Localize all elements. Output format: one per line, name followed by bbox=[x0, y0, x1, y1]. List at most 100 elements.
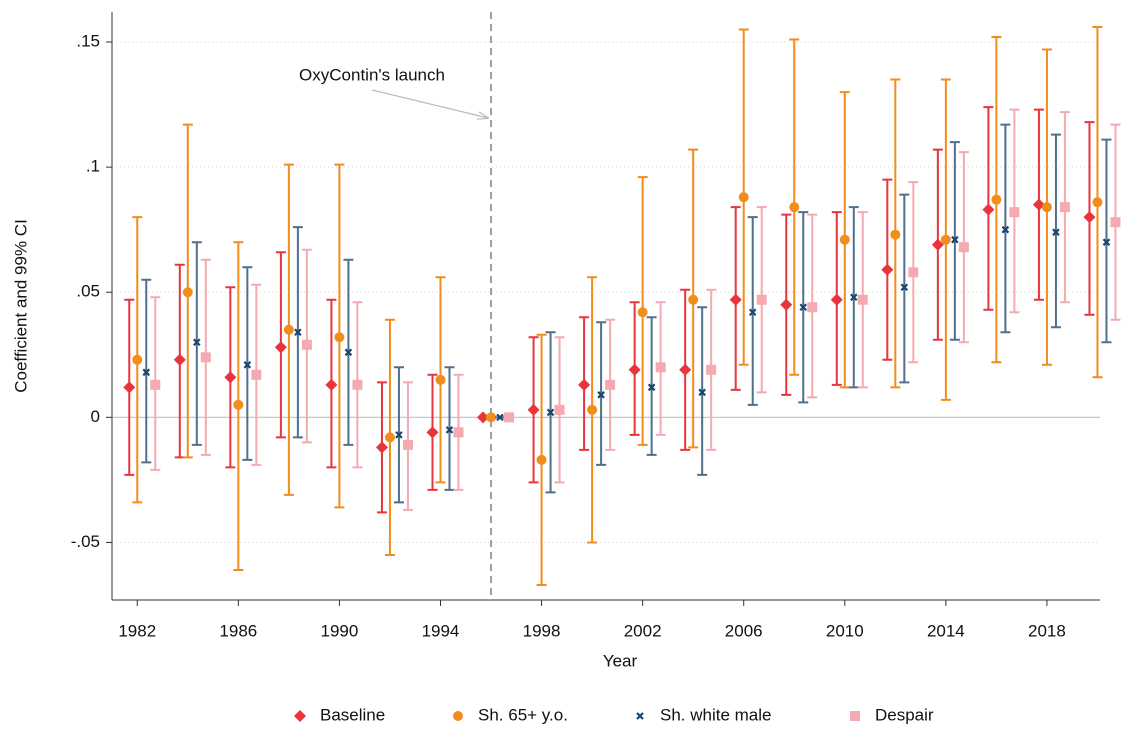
data-point bbox=[780, 298, 793, 311]
data-point bbox=[1092, 197, 1103, 208]
data-point bbox=[200, 352, 211, 363]
data-point bbox=[193, 338, 201, 347]
data-point bbox=[150, 379, 161, 390]
x-tick-label: 2002 bbox=[624, 621, 662, 640]
x-tick-label: 1986 bbox=[219, 621, 257, 640]
data-point bbox=[679, 363, 692, 376]
data-point bbox=[274, 341, 287, 354]
data-point bbox=[1110, 217, 1121, 228]
data-point bbox=[1041, 202, 1052, 213]
data-point bbox=[123, 381, 136, 394]
data-point bbox=[283, 324, 294, 335]
y-tick-label: 0 bbox=[91, 407, 100, 426]
data-point bbox=[426, 426, 439, 439]
data-point bbox=[850, 293, 858, 302]
data-point bbox=[807, 302, 818, 313]
x-tick-label: 1990 bbox=[321, 621, 359, 640]
data-point bbox=[958, 242, 969, 253]
data-point bbox=[706, 364, 717, 375]
data-point bbox=[839, 234, 850, 245]
data-point bbox=[655, 362, 666, 373]
x-tick-label: 2014 bbox=[927, 621, 965, 640]
x-tick-label: 1982 bbox=[118, 621, 156, 640]
y-tick-label: -.05 bbox=[71, 532, 100, 551]
data-point bbox=[698, 388, 706, 397]
legend-marker bbox=[850, 711, 860, 721]
data-point bbox=[536, 454, 547, 465]
legend-marker bbox=[294, 710, 306, 722]
x-tick-label: 1998 bbox=[523, 621, 561, 640]
legend-marker bbox=[636, 712, 644, 720]
data-point bbox=[1052, 228, 1060, 236]
data-point bbox=[940, 234, 951, 245]
data-point bbox=[789, 202, 800, 213]
data-point bbox=[527, 403, 540, 416]
annotation: OxyContin's launch bbox=[299, 65, 445, 84]
data-point bbox=[799, 303, 808, 312]
data-point bbox=[486, 412, 497, 423]
legend-label: Despair bbox=[875, 705, 934, 724]
data-point bbox=[1009, 207, 1020, 218]
data-point bbox=[1059, 202, 1070, 213]
data-point bbox=[881, 263, 894, 276]
data-point bbox=[301, 339, 312, 350]
data-point bbox=[375, 441, 388, 454]
data-point bbox=[890, 229, 901, 240]
data-point bbox=[504, 412, 515, 423]
data-point bbox=[554, 404, 565, 415]
annotation-arrow bbox=[371, 89, 488, 118]
data-point bbox=[173, 353, 186, 366]
data-point bbox=[748, 308, 757, 317]
data-point bbox=[384, 432, 395, 443]
legend-label: Baseline bbox=[320, 705, 385, 724]
data-point bbox=[477, 411, 490, 424]
data-point bbox=[931, 238, 944, 251]
data-point bbox=[1083, 211, 1096, 224]
data-point bbox=[182, 287, 193, 298]
data-point bbox=[334, 332, 345, 343]
y-tick-label: .15 bbox=[76, 32, 100, 51]
x-tick-label: 2006 bbox=[725, 621, 763, 640]
legend-label: Sh. 65+ y.o. bbox=[478, 705, 568, 724]
data-point bbox=[628, 363, 641, 376]
data-point bbox=[251, 369, 262, 380]
data-point bbox=[445, 426, 454, 434]
data-point bbox=[587, 404, 598, 415]
data-point bbox=[908, 267, 919, 278]
data-point bbox=[1001, 225, 1010, 234]
data-point bbox=[224, 371, 237, 384]
data-point bbox=[688, 294, 699, 305]
data-point bbox=[951, 235, 959, 244]
data-point bbox=[597, 391, 605, 399]
data-point bbox=[637, 307, 648, 318]
data-point bbox=[857, 294, 868, 305]
data-point bbox=[900, 283, 909, 292]
data-point bbox=[578, 378, 591, 391]
x-tick-label: 2018 bbox=[1028, 621, 1066, 640]
data-point bbox=[1032, 198, 1045, 211]
data-point bbox=[546, 408, 555, 417]
data-point bbox=[605, 379, 616, 390]
data-point bbox=[647, 383, 656, 392]
data-point bbox=[991, 194, 1002, 205]
data-point bbox=[132, 354, 143, 365]
legend-label: Sh. white male bbox=[660, 705, 772, 724]
data-point bbox=[435, 374, 446, 385]
data-point bbox=[294, 328, 302, 337]
data-point bbox=[395, 431, 403, 439]
y-tick-label: .05 bbox=[76, 282, 100, 301]
x-tick-label: 1994 bbox=[422, 621, 460, 640]
x-axis-label: Year bbox=[603, 651, 638, 670]
data-point bbox=[729, 293, 742, 306]
data-point bbox=[402, 439, 413, 450]
data-point bbox=[142, 368, 151, 377]
data-point bbox=[1102, 238, 1111, 246]
data-point bbox=[756, 294, 767, 305]
data-point bbox=[738, 192, 749, 203]
y-axis-label: Coefficient and 99% CI bbox=[11, 219, 30, 393]
x-tick-label: 2010 bbox=[826, 621, 864, 640]
data-point bbox=[352, 379, 363, 390]
data-point bbox=[453, 427, 464, 438]
data-point bbox=[344, 348, 353, 357]
